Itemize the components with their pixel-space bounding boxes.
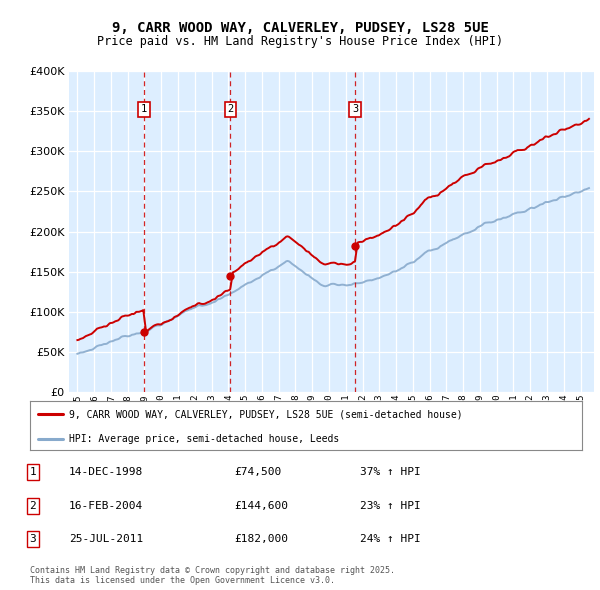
Text: 16-FEB-2004: 16-FEB-2004	[69, 501, 143, 510]
Text: 23% ↑ HPI: 23% ↑ HPI	[360, 501, 421, 510]
Text: 3: 3	[352, 104, 358, 114]
Text: 25-JUL-2011: 25-JUL-2011	[69, 535, 143, 544]
Text: 14-DEC-1998: 14-DEC-1998	[69, 467, 143, 477]
Text: 1: 1	[29, 467, 37, 477]
Text: 2: 2	[227, 104, 233, 114]
Text: £144,600: £144,600	[234, 501, 288, 510]
Text: £74,500: £74,500	[234, 467, 281, 477]
Text: Price paid vs. HM Land Registry's House Price Index (HPI): Price paid vs. HM Land Registry's House …	[97, 35, 503, 48]
Text: 9, CARR WOOD WAY, CALVERLEY, PUDSEY, LS28 5UE (semi-detached house): 9, CARR WOOD WAY, CALVERLEY, PUDSEY, LS2…	[68, 409, 462, 419]
Text: 2: 2	[29, 501, 37, 510]
Text: 24% ↑ HPI: 24% ↑ HPI	[360, 535, 421, 544]
Text: 37% ↑ HPI: 37% ↑ HPI	[360, 467, 421, 477]
Text: 9, CARR WOOD WAY, CALVERLEY, PUDSEY, LS28 5UE: 9, CARR WOOD WAY, CALVERLEY, PUDSEY, LS2…	[112, 21, 488, 35]
Text: HPI: Average price, semi-detached house, Leeds: HPI: Average price, semi-detached house,…	[68, 434, 339, 444]
Text: 3: 3	[29, 535, 37, 544]
Text: 1: 1	[140, 104, 147, 114]
Text: £182,000: £182,000	[234, 535, 288, 544]
Text: Contains HM Land Registry data © Crown copyright and database right 2025.
This d: Contains HM Land Registry data © Crown c…	[30, 566, 395, 585]
